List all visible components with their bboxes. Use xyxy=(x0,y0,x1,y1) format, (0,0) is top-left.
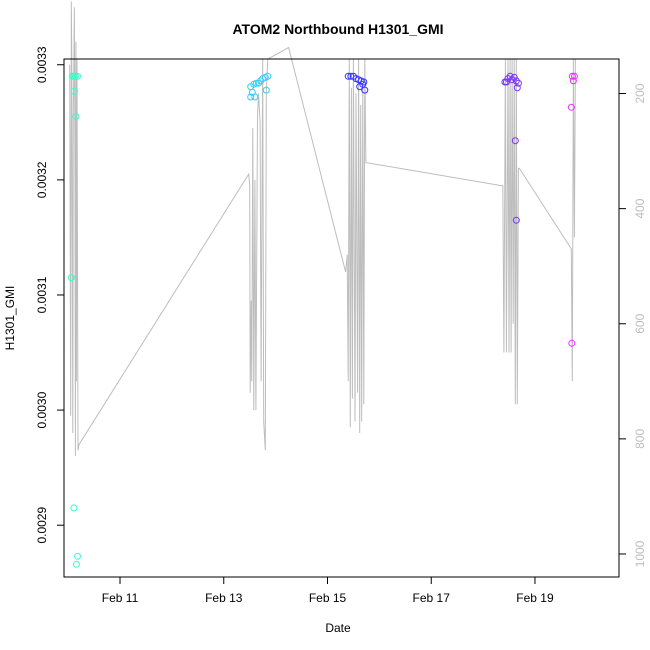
data-point xyxy=(512,216,520,224)
data-point xyxy=(257,77,265,85)
data-point xyxy=(361,86,369,94)
y2-tick-label: 200 xyxy=(633,83,647,103)
x-axis: Feb 11 Feb 13 Feb 15 Feb 17 Feb 19 xyxy=(102,576,554,605)
x-tick-label: Feb 13 xyxy=(205,591,243,605)
data-point xyxy=(512,77,520,85)
y-axis-label: H1301_GMI xyxy=(3,286,17,351)
pressure-line-layer xyxy=(69,1,576,457)
chart-title: ATOM2 Northbound H1301_GMI xyxy=(232,21,443,37)
pressure-line xyxy=(69,1,576,457)
y2-tick-label: 600 xyxy=(633,313,647,333)
data-point xyxy=(70,504,78,512)
data-point xyxy=(71,72,79,80)
data-point xyxy=(74,552,81,560)
data-point xyxy=(264,72,272,80)
y2-tick-label: 1000 xyxy=(633,540,647,567)
x-tick-label: Feb 19 xyxy=(516,591,554,605)
data-point xyxy=(567,103,575,111)
data-points-layer xyxy=(67,72,578,568)
x-tick-label: Feb 11 xyxy=(102,591,139,605)
data-point xyxy=(344,72,352,80)
data-point xyxy=(72,560,80,568)
y-tick-label: 0.0031 xyxy=(35,276,49,313)
data-point xyxy=(67,274,75,282)
y-tick-label: 0.0032 xyxy=(35,161,49,198)
plot-frame xyxy=(63,58,620,578)
data-point xyxy=(506,72,514,80)
data-point xyxy=(510,73,518,81)
data-point xyxy=(568,339,576,347)
y-axis: 0.0029 0.0030 0.0031 0.0032 0.0033 xyxy=(35,46,65,544)
data-point xyxy=(262,86,270,94)
y2-axis: 200 400 600 800 1000 xyxy=(618,83,647,567)
data-point xyxy=(247,93,255,101)
data-point xyxy=(570,72,578,80)
x-tick-label: Feb 15 xyxy=(309,591,347,605)
data-point xyxy=(511,137,519,145)
data-point xyxy=(252,79,260,87)
data-point xyxy=(251,93,259,101)
y-tick-label: 0.0030 xyxy=(35,391,49,428)
y2-tick-label: 400 xyxy=(633,198,647,218)
y-tick-label: 0.0029 xyxy=(35,507,49,544)
y2-tick-label: 800 xyxy=(633,429,647,449)
data-point xyxy=(255,79,262,87)
data-point xyxy=(70,87,78,95)
data-point xyxy=(513,84,521,92)
data-point xyxy=(568,72,576,80)
x-axis-label: Date xyxy=(325,621,351,635)
data-point xyxy=(74,72,81,80)
y-tick-label: 0.0033 xyxy=(35,46,49,83)
data-point xyxy=(502,78,510,86)
data-point xyxy=(514,79,522,87)
data-point xyxy=(72,113,80,121)
x-tick-label: Feb 17 xyxy=(413,591,451,605)
data-point xyxy=(569,77,577,85)
data-point xyxy=(508,76,516,84)
